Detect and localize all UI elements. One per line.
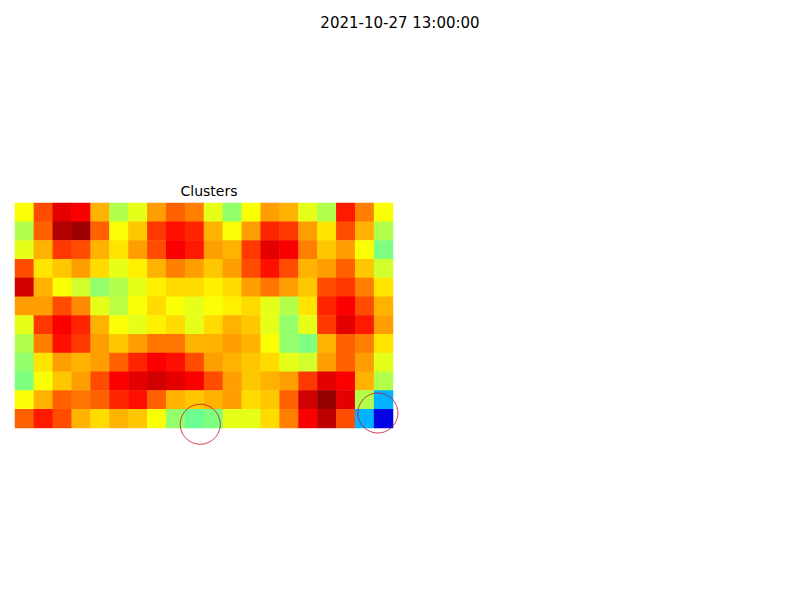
svg-text:2021-10-27 13:00:00: 2021-10-27 13:00:00 [320, 14, 479, 32]
svg-text:Clusters: Clusters [181, 183, 238, 199]
